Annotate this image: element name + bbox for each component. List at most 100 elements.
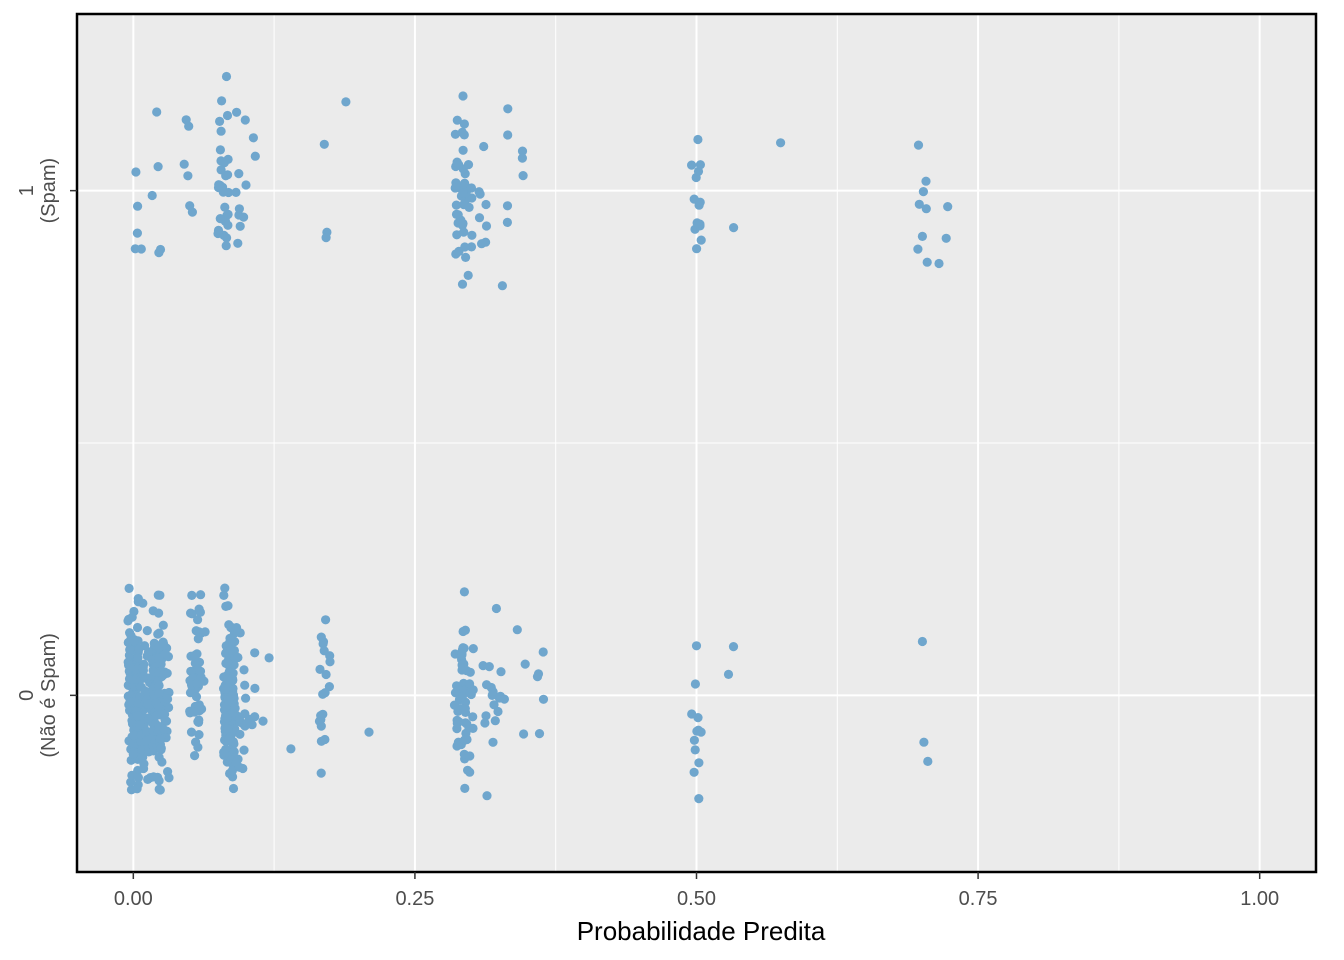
data-point — [186, 608, 196, 618]
data-point — [321, 615, 331, 625]
data-point — [520, 659, 530, 669]
data-point — [158, 620, 168, 630]
data-point — [221, 71, 232, 82]
data-point — [517, 153, 528, 163]
data-point — [687, 160, 697, 170]
data-point — [694, 758, 704, 768]
y-axis: 0 (Não é Spam) 1 (Spam) — [16, 158, 77, 758]
data-point — [519, 729, 529, 739]
data-point — [160, 709, 170, 719]
data-point — [324, 682, 334, 692]
data-point — [943, 202, 953, 212]
x-tick-label: 0.25 — [395, 888, 434, 910]
data-point — [133, 653, 143, 663]
data-point — [496, 667, 506, 677]
data-point — [316, 632, 326, 642]
data-point — [156, 743, 166, 753]
data-point — [690, 679, 701, 689]
data-point — [695, 160, 706, 170]
data-point — [143, 699, 153, 709]
data-point — [190, 650, 200, 661]
data-point — [193, 742, 203, 752]
data-point — [241, 693, 251, 703]
data-point — [922, 257, 932, 267]
data-point — [231, 187, 241, 197]
data-point — [464, 202, 474, 212]
data-point — [153, 162, 163, 172]
data-point — [234, 169, 244, 179]
data-point — [152, 107, 162, 117]
data-point — [465, 767, 475, 777]
data-point — [215, 145, 225, 155]
data-point — [689, 735, 700, 745]
data-point — [482, 680, 492, 690]
data-point — [479, 141, 489, 152]
data-point — [460, 178, 470, 188]
data-point — [459, 643, 469, 653]
data-point — [457, 279, 468, 289]
data-point — [157, 757, 167, 767]
data-point — [221, 241, 231, 251]
y-tick-label-line1: 0 — [16, 690, 38, 701]
data-point — [153, 629, 163, 639]
data-point — [186, 727, 197, 737]
data-point — [131, 167, 141, 177]
x-tick-label: 0.75 — [959, 888, 998, 910]
data-point — [216, 156, 226, 166]
x-axis-title: Probabilidade Predita — [577, 916, 826, 946]
data-point — [196, 672, 206, 682]
data-point — [484, 662, 494, 672]
data-point — [934, 258, 944, 269]
data-point — [467, 230, 477, 240]
data-point — [234, 762, 244, 772]
data-point — [196, 590, 206, 600]
data-point — [223, 674, 233, 684]
data-point — [142, 626, 152, 636]
data-point — [918, 187, 929, 197]
data-point — [914, 199, 924, 209]
data-point — [728, 642, 739, 652]
data-point — [183, 171, 193, 181]
data-point — [128, 749, 138, 759]
data-point — [316, 768, 326, 778]
data-point — [503, 130, 513, 140]
data-point — [228, 783, 239, 794]
data-point — [465, 667, 475, 677]
data-point — [217, 96, 227, 106]
data-point — [321, 669, 331, 680]
data-point — [231, 623, 242, 633]
data-point — [538, 694, 549, 704]
data-point — [155, 244, 166, 255]
data-point — [153, 701, 163, 712]
data-point — [213, 225, 224, 235]
data-point — [124, 614, 134, 625]
data-point — [474, 213, 485, 223]
data-point — [221, 658, 231, 669]
data-point — [319, 139, 329, 149]
data-points — [123, 71, 953, 804]
data-point — [321, 233, 331, 243]
data-point — [194, 730, 204, 740]
data-point — [240, 680, 250, 690]
data-point — [532, 672, 543, 682]
data-point — [341, 97, 351, 107]
data-point — [191, 692, 202, 702]
data-point — [491, 603, 501, 614]
data-point — [452, 115, 462, 125]
data-point — [917, 636, 928, 647]
data-point — [194, 604, 204, 614]
data-point — [460, 242, 470, 252]
data-point — [921, 176, 931, 186]
data-point — [487, 690, 497, 701]
data-point — [689, 194, 699, 204]
data-point — [534, 729, 545, 739]
data-point — [240, 115, 250, 125]
data-point — [694, 794, 704, 804]
y-tick-label-line2: (Não é Spam) — [38, 633, 60, 758]
data-point — [223, 601, 233, 611]
data-point — [494, 693, 504, 703]
data-point — [258, 716, 268, 726]
data-point — [458, 91, 468, 101]
data-point — [450, 649, 460, 659]
